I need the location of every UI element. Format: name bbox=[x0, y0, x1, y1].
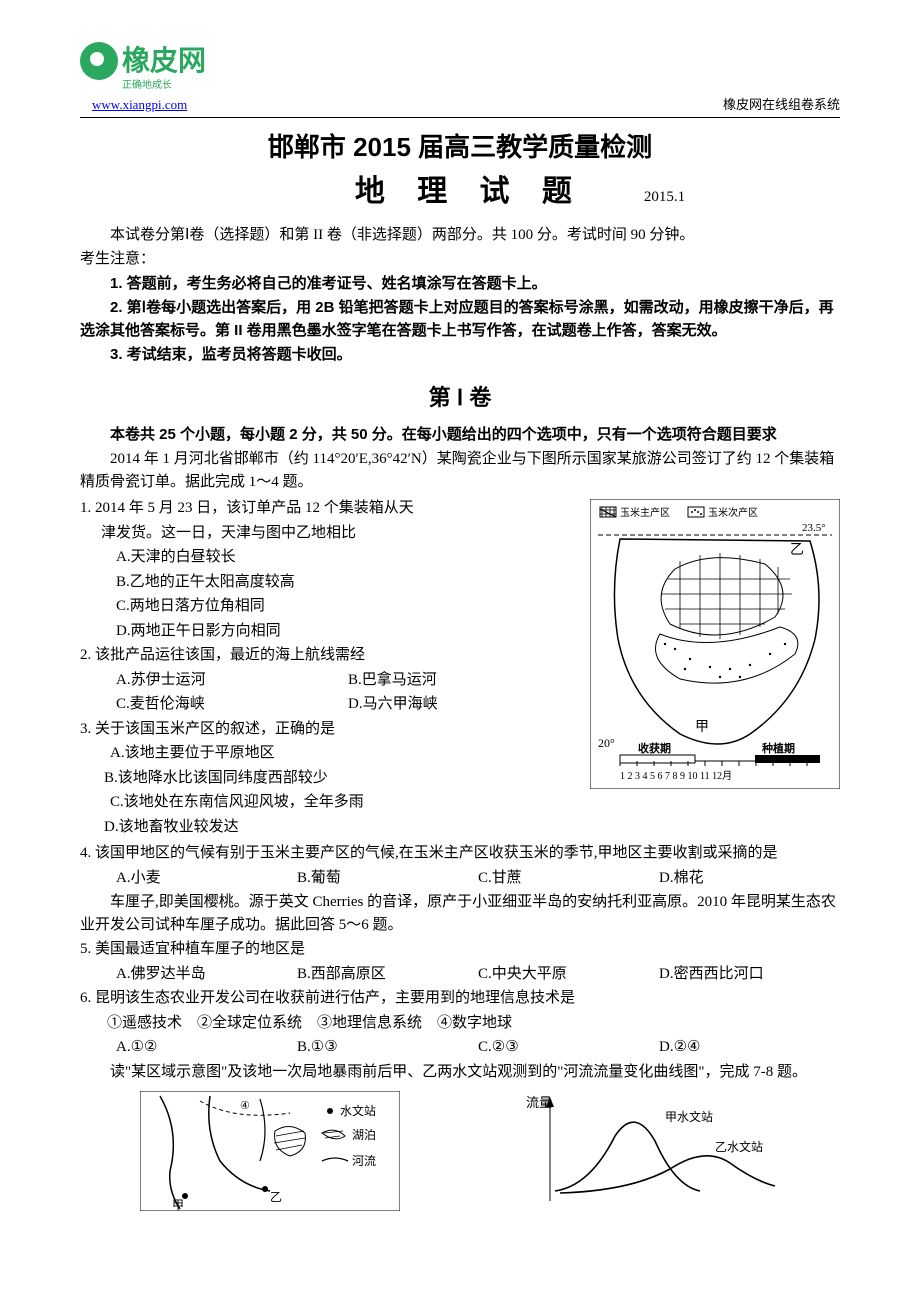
q6-stem: 6. 昆明该生态农业开发公司在收获前进行估产，主要用到的地理信息技术是 bbox=[80, 987, 840, 1010]
q4-opt-b: B.葡萄 bbox=[297, 867, 478, 890]
fig1-label-jia: 甲 bbox=[695, 720, 709, 735]
doc-subtitle: 地 理 试 题 bbox=[355, 169, 584, 214]
fig2-legend-river: 河流 bbox=[352, 1154, 376, 1168]
brand-url[interactable]: www.xiangpi.com bbox=[92, 95, 187, 115]
q4-opts: A.小麦 B.葡萄 C.甘蔗 D.棉花 bbox=[80, 867, 840, 890]
q2-opts-row1: A.苏伊士运河 B.巴拿马运河 bbox=[80, 669, 580, 692]
notice-1: 1. 答题前，考生务必将自己的准考证号、姓名填涂写在答题卡上。 bbox=[80, 273, 840, 296]
q5-opts: A.佛罗达半岛 B.西部高原区 C.中央大平原 D.密西西比河口 bbox=[80, 963, 840, 986]
brand-tagline: 正确地成长 bbox=[122, 78, 172, 93]
q6-opts: A.①② B.①③ C.②③ D.②④ bbox=[80, 1036, 840, 1059]
fig1-label-yi: 乙 bbox=[790, 542, 804, 558]
fig1-plant: 种植期 bbox=[761, 741, 795, 755]
q1-stem-line2: 津发货。这一日，天津与图中乙地相比 bbox=[80, 522, 580, 545]
q4-opt-d: D.棉花 bbox=[659, 867, 840, 890]
q5-stem: 5. 美国最适宜种植车厘子的地区是 bbox=[80, 938, 840, 961]
figure-1-map: 玉米主产区 玉米次产区 23.5° bbox=[590, 499, 840, 797]
q3-opt-b: B.该地降水比该国同纬度西部较少 bbox=[80, 767, 580, 790]
passage-2: 车厘子,即美国樱桃。源于英文 Cherries 的音译，原产于小亚细亚半岛的安纳… bbox=[80, 891, 840, 936]
q6-opt-b: B.①③ bbox=[297, 1036, 478, 1059]
q1-opt-c: C.两地日落方位角相同 bbox=[80, 595, 580, 618]
logo-icon bbox=[80, 42, 118, 80]
fig1-lat: 23.5° bbox=[802, 522, 826, 534]
section-1-head: 第 Ⅰ 卷 bbox=[80, 381, 840, 414]
q5-opt-c: C.中央大平原 bbox=[478, 963, 659, 986]
header-right-text: 橡皮网在线组卷系统 bbox=[723, 95, 840, 115]
q3-opt-a: A.该地主要位于平原地区 bbox=[80, 742, 580, 765]
notice-2: 2. 第Ⅰ卷每小题选出答案后，用 2B 铅笔把答题卡上对应题目的答案标号涂黑，如… bbox=[80, 297, 840, 342]
page-header: 橡皮网 正确地成长 www.xiangpi.com 橡皮网在线组卷系统 bbox=[80, 40, 840, 118]
q2-opt-c: C.麦哲伦海峡 bbox=[116, 693, 348, 716]
fig2-label-yi: 乙 bbox=[270, 1190, 282, 1204]
q2-opts-row2: C.麦哲伦海峡 D.马六甲海峡 bbox=[80, 693, 580, 716]
q5-opt-a: A.佛罗达半岛 bbox=[116, 963, 297, 986]
fig2-road4: ④ bbox=[240, 1100, 250, 1112]
notice-heading: 考生注意： bbox=[80, 248, 840, 271]
q1-q3-block: 1. 2014 年 5 月 23 日，该订单产品 12 个集装箱从天 津发货。这… bbox=[80, 495, 840, 840]
fig2-legend-lake: 湖泊 bbox=[352, 1127, 376, 1142]
q2-opt-b: B.巴拿马运河 bbox=[348, 669, 580, 692]
figure-2-row: ④ 甲 乙 水文站 湖泊 河流 流量 甲水文站 乙水文站 bbox=[80, 1091, 840, 1211]
q6-opt-d: D.②④ bbox=[659, 1036, 840, 1059]
q3-opt-c: C.该地处在东南信风迎风坡，全年多雨 bbox=[80, 791, 580, 814]
figure-2-map: ④ 甲 乙 水文站 湖泊 河流 bbox=[140, 1091, 400, 1211]
q5-opt-b: B.西部高原区 bbox=[297, 963, 478, 986]
q6-opt-a: A.①② bbox=[116, 1036, 297, 1059]
q4-opt-a: A.小麦 bbox=[116, 867, 297, 890]
passage-3: 读"某区域示意图"及该地一次局地暴雨前后甲、乙两水文站观测到的"河流流量变化曲线… bbox=[80, 1061, 840, 1084]
passage-1: 2014 年 1 月河北省邯郸市（约 114°20′E,36°42′N）某陶瓷企… bbox=[80, 448, 840, 493]
q3-opt-d: D.该地畜牧业较发达 bbox=[80, 816, 580, 839]
notice-3: 3. 考试结束，监考员将答题卡收回。 bbox=[80, 344, 840, 367]
fig2-label-jia: 甲 bbox=[172, 1198, 184, 1211]
doc-date: 2015.1 bbox=[644, 186, 685, 209]
figure-2-chart: 流量 甲水文站 乙水文站 bbox=[520, 1091, 780, 1211]
section-1-intro: 本卷共 25 个小题，每小题 2 分，共 50 分。在每小题给出的四个选项中，只… bbox=[80, 424, 840, 447]
subtitle-row: 地 理 试 题 2015.1 bbox=[80, 169, 840, 214]
q2-opt-d: D.马六甲海峡 bbox=[348, 693, 580, 716]
q1-opt-a: A.天津的白昼较长 bbox=[80, 546, 580, 569]
fig1-months: 1 2 3 4 5 6 7 8 9 10 11 12月 bbox=[620, 770, 732, 782]
q1-opt-d: D.两地正午日影方向相同 bbox=[80, 620, 580, 643]
q2-stem: 2. 该批产品运往该国，最近的海上航线需经 bbox=[80, 644, 580, 667]
q1-opt-b: B.乙地的正午太阳高度较高 bbox=[80, 571, 580, 594]
fig1-harvest: 收获期 bbox=[638, 741, 671, 755]
intro-paragraph: 本试卷分第Ⅰ卷（选择题）和第 II 卷（非选择题）两部分。共 100 分。考试时… bbox=[80, 224, 840, 247]
logo-block: 橡皮网 正确地成长 www.xiangpi.com bbox=[80, 40, 206, 115]
q4-opt-c: C.甘蔗 bbox=[478, 867, 659, 890]
fig1-legend2: 玉米次产区 bbox=[708, 506, 758, 519]
fig2-yaxis: 流量 bbox=[526, 1095, 552, 1110]
q6-subopts: ①遥感技术 ②全球定位系统 ③地理信息系统 ④数字地球 bbox=[80, 1012, 840, 1035]
q4-stem: 4. 该国甲地区的气候有别于玉米主要产区的气候,在玉米主产区收获玉米的季节,甲地… bbox=[80, 842, 840, 865]
fig2-legend-station: 水文站 bbox=[340, 1103, 376, 1118]
fig2-curve-yi: 乙水文站 bbox=[715, 1139, 763, 1154]
q2-opt-a: A.苏伊士运河 bbox=[116, 669, 348, 692]
q1-stem-line1: 1. 2014 年 5 月 23 日，该订单产品 12 个集装箱从天 bbox=[80, 497, 580, 520]
q3-stem: 3. 关于该国玉米产区的叙述，正确的是 bbox=[80, 718, 580, 741]
q5-opt-d: D.密西西比河口 bbox=[659, 963, 840, 986]
doc-title: 邯郸市 2015 届高三教学质量检测 bbox=[80, 128, 840, 167]
fig2-curve-jia: 甲水文站 bbox=[665, 1109, 713, 1124]
brand-name: 橡皮网 bbox=[122, 40, 206, 82]
fig1-lon: 20° bbox=[598, 736, 615, 750]
fig1-legend1: 玉米主产区 bbox=[620, 506, 670, 519]
q6-opt-c: C.②③ bbox=[478, 1036, 659, 1059]
